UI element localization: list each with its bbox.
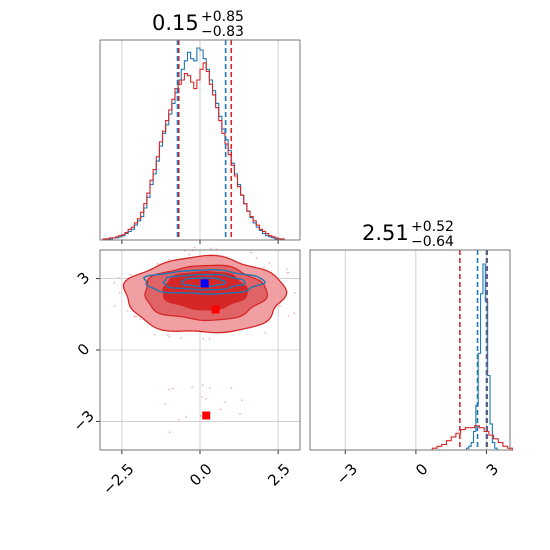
- x-tick-label: 3: [483, 460, 502, 479]
- histogram-param2-quantile-lines: [459, 250, 488, 450]
- histogram-param2-grid: [344, 250, 487, 454]
- contour-frame: [99, 249, 301, 451]
- scatter-point: [180, 337, 182, 339]
- x-tick-label: 2.5: [264, 460, 294, 490]
- x-tick-label: 0: [412, 460, 431, 479]
- contour-blue-level: [143, 268, 266, 295]
- scatter-point: [264, 331, 267, 334]
- scatter-point: [239, 413, 241, 415]
- scatter-point: [201, 396, 203, 398]
- scatter-point: [202, 337, 205, 340]
- scatter-point: [118, 291, 121, 294]
- histogram-param2-title: 2.51 +0.52 −0.64: [362, 219, 454, 250]
- title-param2-upper: +0.52: [411, 219, 454, 235]
- scatter-point: [208, 387, 211, 390]
- scatter-point: [250, 251, 253, 254]
- scatter-point: [168, 259, 171, 261]
- scatter-point: [167, 333, 169, 336]
- scatter-point: [219, 408, 222, 411]
- contour-panel: −2.5 0.0 2.5 −3 0 3: [69, 246, 301, 499]
- histogram-series-blue: [100, 47, 288, 241]
- scatter-point: [263, 266, 265, 269]
- scatter-point: [208, 337, 211, 340]
- marker-square: [202, 411, 211, 420]
- scatter-point: [129, 273, 132, 276]
- scatter-point: [201, 384, 204, 386]
- histogram-param1-quantile-lines: [176, 40, 233, 240]
- x-tick-label: −2.5: [99, 460, 137, 498]
- x-tick-label: 0.0: [186, 460, 216, 490]
- scatter-point: [294, 291, 297, 294]
- scatter-point: [168, 335, 171, 338]
- histogram-series-red: [100, 62, 288, 241]
- histogram-param1-frame: [99, 39, 301, 241]
- scatter-point: [268, 262, 271, 264]
- scatter-point: [153, 333, 156, 336]
- histogram-param2-panel: −3 0 3 2.51 +0.52 −0.64: [309, 219, 513, 488]
- histogram-param2-x-tick-labels: −3 0 3: [333, 460, 503, 488]
- scatter-point: [117, 276, 120, 279]
- scatter-point: [205, 398, 207, 400]
- marker-square: [200, 279, 209, 288]
- scatter-point: [279, 305, 281, 307]
- scatter-point: [287, 315, 290, 317]
- scatter-point: [135, 315, 138, 318]
- contour-x-tick-labels: −2.5 0.0 2.5: [99, 460, 294, 498]
- scatter-point: [287, 271, 290, 274]
- histogram-param1-panel: 0.15 +0.85 −0.83: [99, 9, 301, 244]
- contour-blue-levels: [143, 268, 266, 295]
- scatter-point: [133, 315, 136, 318]
- title-param2-value: 2.51: [362, 221, 409, 245]
- scatter-point: [191, 386, 193, 388]
- marker-square: [211, 305, 220, 314]
- histogram-param1-series: [100, 47, 288, 241]
- scatter-point: [172, 387, 174, 390]
- y-tick-label: 3: [74, 268, 93, 287]
- contour-y-tick-labels: −3 0 3: [69, 268, 97, 435]
- scatter-point: [168, 388, 171, 391]
- scatter-point: [177, 418, 180, 421]
- scatter-point: [113, 305, 116, 307]
- scatter-point: [185, 415, 187, 418]
- scatter-point: [240, 399, 243, 402]
- histogram-series-blue: [310, 263, 510, 451]
- scatter-point: [200, 415, 202, 417]
- scatter-point: [286, 268, 288, 271]
- scatter-point: [168, 431, 171, 434]
- scatter-point: [164, 403, 166, 406]
- scatter-point: [193, 246, 196, 249]
- scatter-point: [210, 247, 213, 250]
- scatter-point: [224, 401, 227, 404]
- scatter-point: [188, 253, 191, 256]
- histogram-param2-frame: [309, 249, 511, 451]
- y-tick-label: −3: [69, 407, 97, 435]
- title-param1-value: 0.15: [152, 11, 199, 35]
- scatter-point: [255, 257, 258, 259]
- histogram-param2-series: [310, 263, 513, 451]
- scatter-point: [293, 312, 296, 315]
- scatter-point: [113, 281, 116, 284]
- contour-blue-level: [162, 273, 246, 291]
- title-param1-upper: +0.85: [201, 9, 244, 25]
- contour-blue-level: [180, 277, 227, 288]
- scatter-point: [126, 309, 129, 312]
- histogram-series-red: [310, 425, 513, 451]
- contour-markers: [200, 279, 220, 420]
- title-param2-lower: −0.64: [411, 234, 454, 250]
- scatter-point: [230, 386, 233, 389]
- histogram-param1-title: 0.15 +0.85 −0.83: [152, 9, 244, 40]
- y-tick-label: 0: [74, 340, 93, 359]
- scatter-point: [139, 318, 142, 321]
- x-tick-label: −3: [333, 460, 361, 488]
- title-param1-lower: −0.83: [201, 24, 244, 40]
- scatter-point: [156, 262, 159, 265]
